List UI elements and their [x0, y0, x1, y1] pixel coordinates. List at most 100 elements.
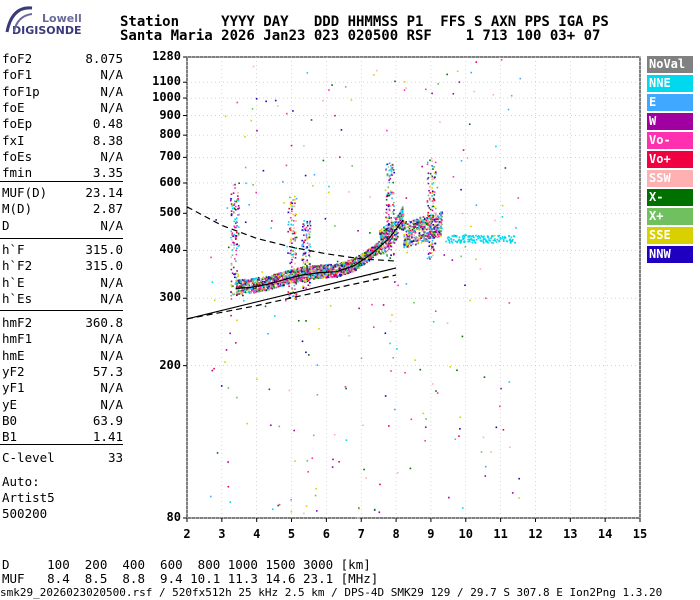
echo-point — [230, 239, 233, 241]
echo-point — [227, 461, 229, 463]
echo-point — [388, 203, 390, 206]
echo-point — [492, 235, 494, 237]
echo-point — [423, 230, 425, 232]
echo-point — [316, 273, 319, 275]
echo-point — [412, 236, 414, 239]
echo-point — [287, 282, 290, 285]
echo-point — [386, 237, 389, 240]
echo-point — [410, 418, 413, 421]
echo-point — [230, 291, 232, 293]
echo-point — [387, 186, 390, 189]
echo-point — [428, 251, 431, 254]
echo-point — [483, 376, 486, 378]
echo-point — [381, 230, 384, 233]
echo-point — [409, 467, 412, 470]
echo-point — [469, 299, 471, 302]
echo-point — [429, 226, 432, 229]
echo-point — [431, 192, 434, 194]
echo-point — [327, 264, 329, 267]
echo-point — [303, 145, 305, 147]
echo-point — [383, 245, 385, 248]
echo-point — [272, 277, 275, 280]
echo-point — [260, 289, 262, 292]
echo-point — [409, 222, 412, 224]
echo-point — [361, 252, 364, 255]
legend-item: Vo+ — [647, 151, 693, 168]
echo-point — [386, 230, 389, 233]
echo-point — [266, 286, 269, 288]
echo-point — [470, 235, 473, 238]
echo-point — [292, 295, 295, 297]
echo-point — [349, 271, 352, 273]
echo-point — [301, 258, 303, 260]
echo-point — [347, 259, 349, 262]
echo-point — [388, 205, 391, 207]
echo-point — [376, 247, 378, 249]
echo-point — [261, 280, 263, 283]
echo-point — [309, 224, 312, 227]
echo-point — [344, 273, 347, 275]
echo-point — [334, 114, 336, 117]
echo-point — [236, 225, 238, 227]
echo-point — [230, 244, 233, 246]
echo-point — [427, 227, 430, 230]
echo-point — [389, 257, 392, 259]
echo-point — [289, 291, 291, 294]
echo-point — [437, 216, 440, 219]
echo-point — [321, 277, 324, 279]
param-row: C-level 33 — [2, 450, 123, 466]
echo-point — [238, 293, 240, 295]
echo-point — [398, 221, 401, 223]
echo-point — [435, 390, 437, 392]
echo-point — [331, 275, 333, 278]
echo-point — [380, 248, 383, 251]
echo-point — [387, 243, 389, 245]
echo-point — [368, 259, 371, 262]
param-row: foE N/A — [2, 100, 123, 116]
echo-point — [432, 231, 435, 234]
echo-point — [433, 205, 436, 208]
echo-point — [432, 205, 434, 208]
echo-point — [482, 236, 485, 238]
echo-point — [237, 205, 240, 207]
echo-point — [332, 269, 335, 272]
echo-point — [501, 237, 503, 240]
echo-point — [417, 222, 419, 224]
echo-point — [388, 226, 390, 229]
echo-point — [417, 219, 420, 221]
echo-point — [501, 204, 504, 207]
echo-point — [235, 284, 238, 286]
echo-point — [389, 243, 391, 246]
echo-point — [310, 119, 313, 121]
y-tick-label: 800 — [159, 127, 181, 142]
echo-point — [235, 286, 238, 289]
param-row: foF1p N/A — [2, 84, 123, 100]
echo-point — [481, 236, 483, 238]
echo-point — [241, 285, 244, 288]
echo-point — [410, 241, 413, 243]
echo-point — [407, 223, 409, 225]
echo-point — [387, 243, 390, 245]
echo-point — [231, 203, 234, 206]
echo-point — [434, 207, 437, 210]
echo-point — [260, 281, 263, 284]
echo-point — [390, 254, 392, 257]
echo-point — [271, 508, 274, 511]
echo-point — [338, 273, 341, 276]
echo-point — [425, 418, 427, 420]
echo-point — [338, 263, 341, 265]
echo-point — [508, 302, 511, 304]
echo-point — [248, 290, 250, 293]
echo-point — [313, 265, 316, 267]
echo-point — [351, 268, 354, 271]
echo-point — [392, 356, 394, 359]
x-tick-label: 10 — [458, 527, 473, 541]
echo-point — [451, 241, 454, 244]
echo-point — [432, 248, 435, 251]
echo-point — [274, 99, 277, 102]
echo-point — [304, 281, 306, 283]
echo-point — [463, 240, 466, 242]
echo-point — [386, 204, 388, 207]
echo-point — [235, 199, 238, 202]
echo-point — [427, 205, 430, 207]
